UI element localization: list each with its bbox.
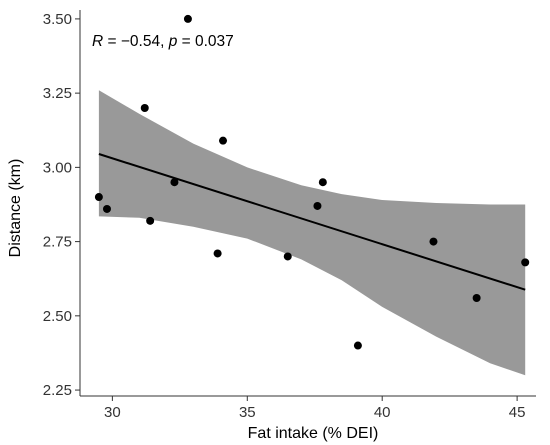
data-point: [283, 252, 292, 261]
y-tick-label: 3.25: [43, 85, 72, 102]
r-symbol: R: [92, 33, 103, 50]
correlation-annotation: R = −0.54, p = 0.037: [92, 33, 234, 50]
y-tick-label: 3.50: [43, 11, 72, 28]
data-point: [472, 294, 481, 303]
data-point: [94, 193, 103, 202]
data-point: [102, 204, 111, 213]
data-point: [183, 14, 192, 23]
plot-area: [94, 14, 530, 376]
data-point: [140, 103, 149, 112]
data-point: [146, 216, 155, 225]
axes: 30 35 40 45 2.25 2.50 2.75 3.00 3.25 3.50: [43, 10, 536, 421]
data-point: [429, 237, 438, 246]
x-tick-label: 45: [509, 404, 526, 421]
data-point: [521, 258, 530, 267]
confidence-band: [98, 90, 526, 376]
data-point: [313, 201, 322, 210]
data-point: [213, 249, 222, 258]
data-point: [318, 178, 327, 187]
y-tick-label: 3.00: [43, 159, 72, 176]
x-tick-label: 40: [374, 404, 391, 421]
y-axis-title: Distance (km): [7, 159, 24, 258]
x-axis-title: Fat intake (% DEI): [248, 425, 379, 442]
y-tick-label: 2.75: [43, 234, 72, 251]
data-point: [170, 178, 179, 187]
r-value: = −0.54,: [103, 33, 169, 50]
p-symbol: p: [168, 33, 178, 50]
data-point: [353, 341, 362, 350]
p-value: = 0.037: [177, 33, 233, 50]
regression-line: [98, 153, 526, 291]
x-tick-label: 30: [104, 404, 121, 421]
x-tick-label: 35: [239, 404, 256, 421]
y-tick-label: 2.50: [43, 308, 72, 325]
y-tick-label: 2.25: [43, 382, 72, 399]
data-point: [219, 136, 228, 145]
